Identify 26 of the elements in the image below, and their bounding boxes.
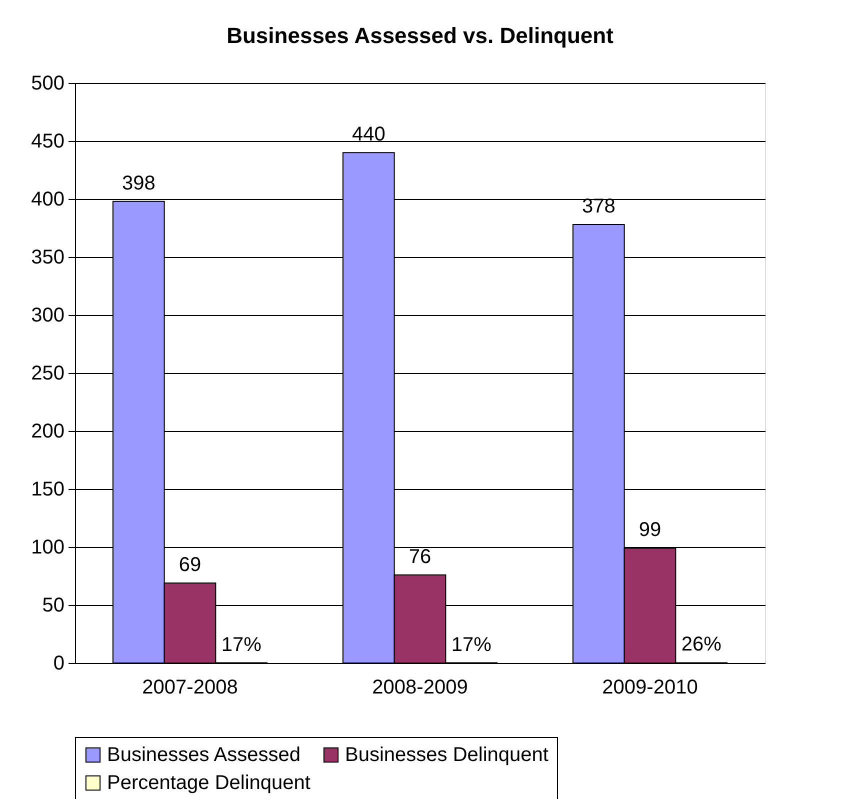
y-tick-label: 400 [31,188,64,210]
legend-label: Businesses Assessed [107,744,300,766]
y-tick-label: 250 [31,362,64,384]
data-label: 17% [221,634,262,656]
y-tick-label: 450 [31,130,64,152]
data-label: 26% [681,634,722,656]
data-label: 76 [408,546,432,568]
x-tick-label: 2008-2009 [372,676,468,698]
x-tick-label: 2007-2008 [142,676,238,698]
legend-label: Percentage Delinquent [107,772,311,794]
chart-title: Businesses Assessed vs. Delinquent [226,23,614,48]
data-label: 69 [178,554,202,576]
y-tick-label: 150 [31,478,64,500]
y-tick-label: 50 [42,594,64,616]
y-tick-label: 100 [31,536,64,558]
y-tick-label: 350 [31,246,64,268]
data-label: 440 [352,124,386,146]
x-tick-label: 2009-2010 [602,676,698,698]
y-tick-label: 500 [31,72,64,94]
y-tick-label: 0 [53,652,64,674]
legend-label: Businesses Delinquent [345,744,549,766]
y-tick-label: 200 [31,420,64,442]
y-tick-label: 300 [31,304,64,326]
data-label: 99 [638,519,662,542]
data-label: 398 [122,172,156,194]
data-label: 17% [451,634,492,656]
